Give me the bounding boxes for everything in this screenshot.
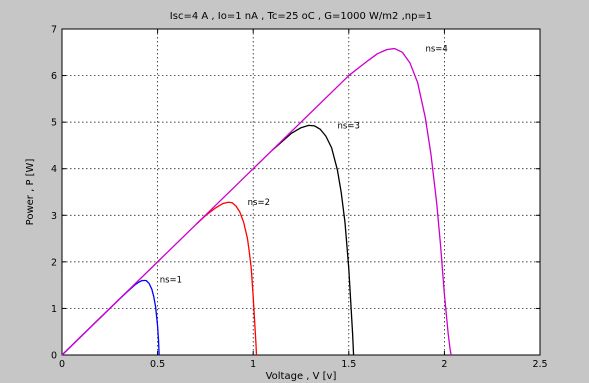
series-line-ns-3 — [271, 124, 355, 356]
x-tick-label: 1 — [250, 359, 256, 370]
y-axis-label: Power , P [W] — [25, 159, 36, 226]
y-tick-label: 7 — [51, 25, 57, 36]
plot-area — [61, 28, 541, 356]
chart-title: Isc=4 A , Io=1 nA , Tc=25 oC , G=1000 W/… — [170, 11, 432, 22]
series-lines — [61, 47, 452, 356]
axis-ticks: 0 0.5 1 1.5 2 2.5 0 1 2 3 4 5 6 7 — [51, 25, 548, 371]
y-tick-label: 0 — [51, 351, 57, 362]
x-tick-label: 0 — [59, 359, 65, 370]
annotation-ns-1: ns=1 — [160, 276, 182, 286]
y-tick-label: 5 — [51, 118, 57, 129]
y-tick-label: 6 — [51, 71, 57, 82]
series-annotations: ns=1 ns=2 ns=3 ns=4 — [160, 45, 448, 286]
series-line-ns-2 — [195, 201, 258, 356]
x-tick-label: 2.5 — [532, 359, 547, 370]
x-tick-label: 1.5 — [341, 359, 356, 370]
x-axis-label: Voltage , V [v] — [266, 371, 337, 382]
y-tick-label: 1 — [51, 304, 57, 315]
y-tick-label: 2 — [51, 257, 57, 268]
series-line-ns-4 — [61, 47, 452, 356]
x-tick-label: 0.5 — [150, 359, 165, 370]
y-tick-label: 3 — [51, 211, 57, 222]
x-tick-label: 2 — [441, 359, 447, 370]
annotation-ns-3: ns=3 — [338, 121, 360, 131]
annotation-ns-2: ns=2 — [248, 198, 270, 208]
y-tick-label: 4 — [51, 164, 57, 175]
annotation-ns-4: ns=4 — [425, 45, 447, 55]
